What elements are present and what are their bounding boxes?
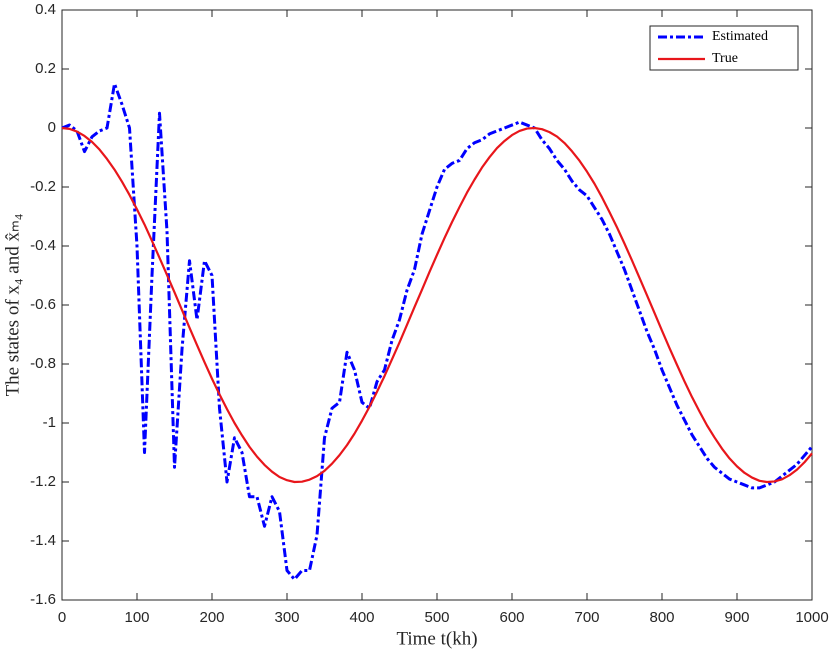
y-tick-label: -1 xyxy=(43,414,56,431)
x-tick-label: 700 xyxy=(574,609,599,626)
x-tick-label: 200 xyxy=(199,609,224,626)
y-axis-label: The states of x₄ and x̂ₘ₄ xyxy=(2,214,23,397)
x-tick-label: 900 xyxy=(724,609,749,626)
x-tick-label: 300 xyxy=(274,609,299,626)
x-tick-label: 600 xyxy=(499,609,524,626)
y-tick-label: -1.4 xyxy=(30,532,56,549)
y-tick-label: -0.6 xyxy=(30,296,56,313)
legend-label: Estimated xyxy=(712,29,768,44)
series-line xyxy=(61,126,813,484)
y-tick-label: 0.2 xyxy=(35,60,56,77)
y-tick-label: 0.4 xyxy=(35,1,56,18)
y-tick-label: -0.4 xyxy=(30,237,56,254)
plot-area xyxy=(61,9,813,601)
y-tick-label: 0 xyxy=(48,119,56,136)
x-tick-label: 0 xyxy=(58,609,66,626)
legend-label: True xyxy=(712,51,738,66)
x-tick-label: 800 xyxy=(649,609,674,626)
x-tick-label: 1000 xyxy=(795,609,828,626)
y-tick-label: -0.2 xyxy=(30,178,56,195)
y-tick-label: -1.2 xyxy=(30,473,56,490)
series-line xyxy=(61,82,814,581)
y-tick-label: -0.8 xyxy=(30,355,56,372)
x-tick-label: 500 xyxy=(424,609,449,626)
x-tick-label: 100 xyxy=(124,609,149,626)
y-tick-label: -1.6 xyxy=(30,591,56,608)
x-tick-label: 400 xyxy=(349,609,374,626)
x-axis-label: Time t(kh) xyxy=(396,628,477,649)
legend-box xyxy=(649,25,799,71)
